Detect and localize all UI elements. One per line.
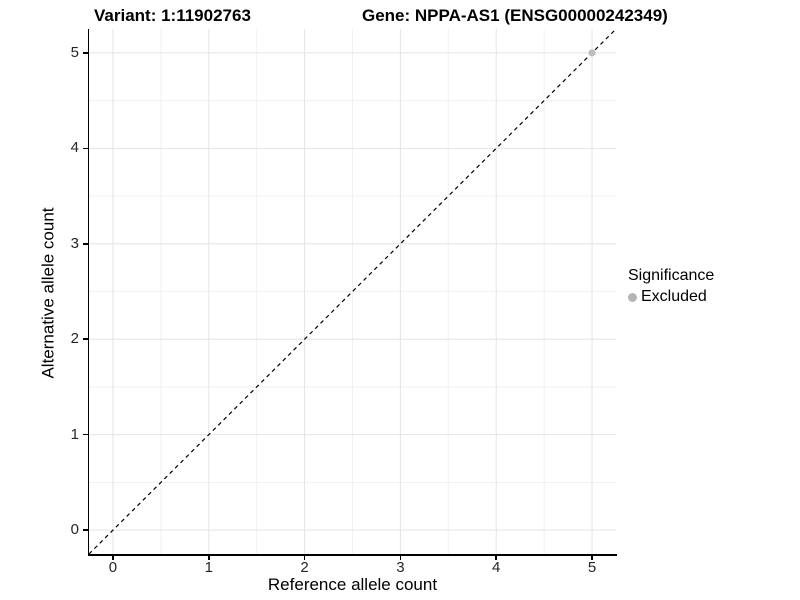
gene-title: Gene: NPPA-AS1 (ENSG00000242349) — [362, 6, 668, 25]
legend-item-excluded: Excluded — [628, 288, 714, 306]
data-point-excluded — [588, 49, 596, 57]
identity-line — [88, 28, 617, 555]
y-tick-label: 4 — [70, 139, 79, 157]
x-tick-label: 5 — [587, 559, 597, 576]
x-tick-mark — [495, 555, 497, 560]
y-tick-label: 1 — [70, 425, 79, 443]
x-axis-title: Reference allele count — [267, 575, 438, 594]
variant-title: Variant: 1:11902763 — [94, 6, 251, 25]
y-tick-mark — [83, 433, 88, 436]
y-tick-mark — [83, 243, 88, 245]
y-tick-mark — [83, 338, 88, 340]
y-tick-label: 0 — [70, 521, 79, 539]
x-tick-mark — [303, 555, 306, 560]
y-tick-label: 3 — [70, 234, 79, 252]
legend: Significance Excluded — [628, 267, 714, 306]
x-tick-mark — [591, 555, 593, 560]
x-tick-label: 0 — [108, 559, 118, 576]
x-tick-label: 3 — [396, 559, 405, 576]
plot-panel — [88, 28, 617, 555]
legend-key-dot-icon — [628, 292, 637, 302]
x-tick-mark — [112, 555, 114, 560]
x-tick-label: 4 — [492, 559, 501, 576]
x-tick-label: 1 — [204, 559, 213, 576]
x-axis-line — [87, 554, 617, 556]
y-tick-mark — [83, 52, 88, 54]
y-tick-label: 5 — [70, 43, 79, 61]
y-axis-title: Alternative allele count — [38, 207, 58, 379]
x-tick-label: 2 — [300, 559, 309, 576]
x-tick-mark — [208, 555, 210, 560]
y-tick-mark — [83, 529, 88, 531]
x-tick-mark — [399, 555, 402, 560]
y-tick-mark — [83, 147, 88, 150]
legend-item-label: Excluded — [641, 288, 707, 305]
y-tick-label: 2 — [70, 330, 79, 348]
plot-area-svg — [88, 28, 617, 555]
y-axis-line — [87, 29, 89, 556]
legend-title: Significance — [628, 267, 715, 284]
